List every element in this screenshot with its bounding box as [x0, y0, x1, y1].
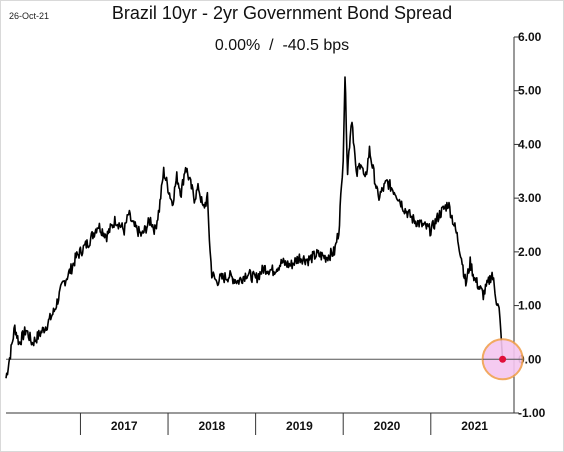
chart-title: Brazil 10yr - 2yr Government Bond Spread	[111, 3, 453, 23]
x-tick-label: 2020	[374, 419, 401, 433]
y-tick-label: 3.00	[518, 191, 542, 205]
x-tick-label: 2021	[461, 419, 488, 433]
x-tick-labels: 2017 2018 2019 2020 2021	[111, 419, 488, 433]
y-tick-labels: 6.00 5.00 4.00 3.00 2.00 1.00 0.00 -1.00	[518, 30, 546, 420]
y-tick-label: -1.00	[518, 406, 546, 420]
last-value-point	[499, 355, 507, 363]
series-layer	[5, 76, 504, 379]
x-tick-label: 2019	[286, 419, 313, 433]
x-tick-label: 2018	[198, 419, 225, 433]
y-tick-label: 1.00	[518, 299, 542, 313]
chart-subtitle: 0.00% / -40.5 bps	[214, 37, 350, 54]
y-tick-label: 6.00	[518, 30, 542, 44]
marker-layer	[481, 338, 524, 381]
y-tick-label: 2.00	[518, 245, 542, 259]
x-tick-label: 2017	[111, 419, 138, 433]
y-tick-label: 5.00	[518, 84, 542, 98]
chart-date: 26-Oct-21	[9, 11, 50, 21]
axis-layer	[6, 36, 519, 435]
y-tick-label: 4.00	[518, 137, 542, 151]
y-tick-label: 0.00	[518, 352, 542, 366]
series-line	[5, 76, 504, 379]
